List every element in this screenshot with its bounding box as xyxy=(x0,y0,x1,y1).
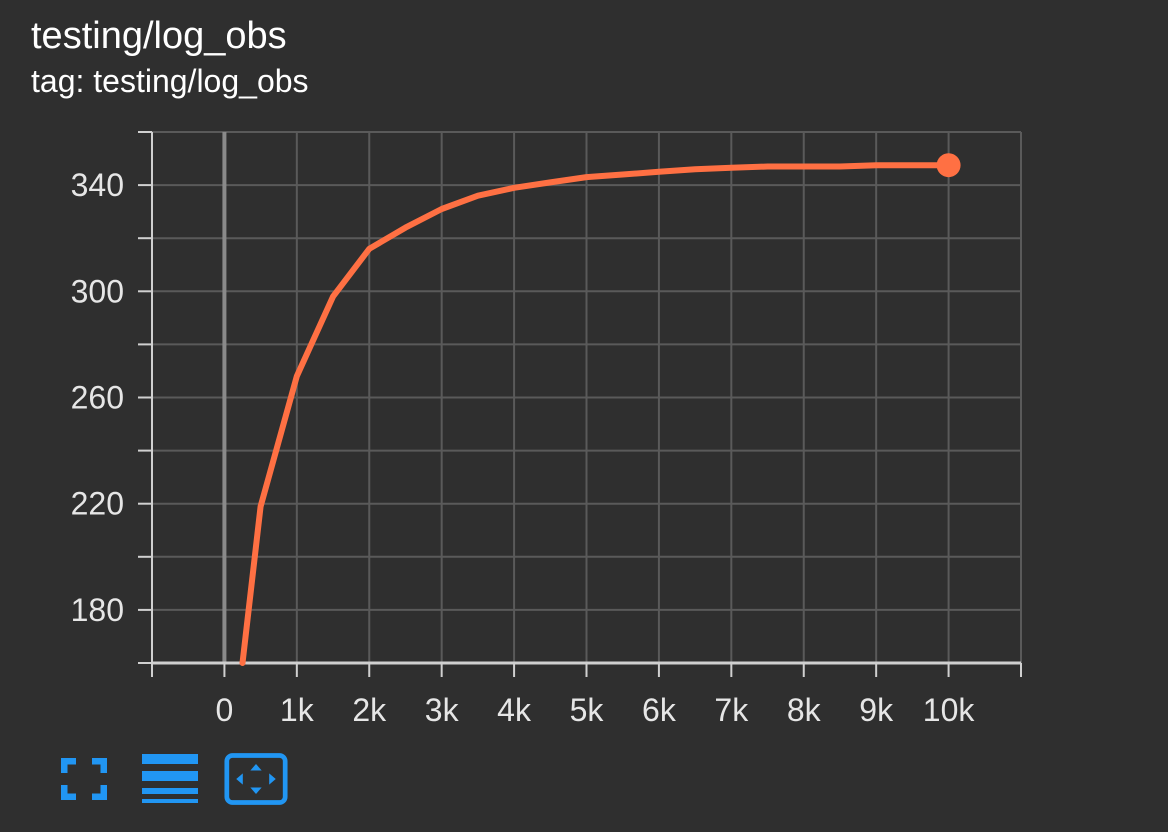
fit-domain-icon xyxy=(224,753,288,805)
y-tick-label: 260 xyxy=(71,380,124,416)
line-chart[interactable]: 180 220 260 300 340 0 1k 2k 3k 4k 5k 6k 7k 8k 9k 10k xyxy=(0,0,1168,740)
fullscreen-button[interactable] xyxy=(52,750,116,808)
x-tick-label: 1k xyxy=(280,692,315,728)
y-tick-label: 220 xyxy=(71,486,124,522)
fit-domain-button[interactable] xyxy=(224,750,288,808)
series-layer xyxy=(239,153,961,666)
x-tick-label: 2k xyxy=(352,692,387,728)
axes xyxy=(138,131,1022,677)
x-tick-label: 5k xyxy=(570,692,605,728)
x-tick-label: 0 xyxy=(216,692,234,728)
card-tag: tag: testing/log_obs xyxy=(31,63,309,99)
grid xyxy=(151,131,1022,664)
tick-labels: 180 220 260 300 340 0 1k 2k 3k 4k 5k 6k 7k 8k 9k 10k xyxy=(71,167,976,728)
x-tick-label: 6k xyxy=(642,692,677,728)
fullscreen-icon xyxy=(61,758,107,800)
list-lines-icon xyxy=(142,754,198,803)
x-tick-label: 7k xyxy=(714,692,749,728)
x-tick-label: 8k xyxy=(787,692,822,728)
chart-toolbar xyxy=(52,750,310,808)
x-tick-label: 9k xyxy=(859,692,894,728)
x-tick-label: 10k xyxy=(923,692,976,728)
y-tick-label: 300 xyxy=(71,273,124,309)
card-title: testing/log_obs xyxy=(31,15,287,57)
y-tick-label: 180 xyxy=(71,592,124,628)
x-tick-label: 3k xyxy=(425,692,460,728)
series-end-point[interactable] xyxy=(936,153,961,178)
toggle-lines-button[interactable] xyxy=(138,750,202,808)
y-tick-label: 340 xyxy=(71,167,124,203)
series-line[interactable] xyxy=(239,162,952,666)
x-tick-label: 4k xyxy=(497,692,532,728)
